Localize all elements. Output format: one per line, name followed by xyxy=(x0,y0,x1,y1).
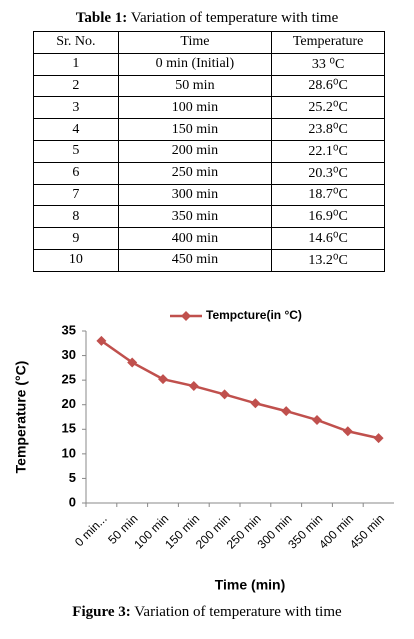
marker xyxy=(158,374,168,385)
table-cell: 28.6⁰C xyxy=(271,74,385,98)
table-row: 5 200 min 22.1⁰C xyxy=(33,139,385,163)
table-row: 6 250 min 20.3⁰C xyxy=(33,161,385,185)
y-tick-label: 5 xyxy=(69,470,76,485)
y-tick-label: 25 xyxy=(62,372,76,387)
table-cell: 25.2⁰C xyxy=(271,96,385,120)
table-cell: 4 xyxy=(33,118,119,141)
table-cell: 5 xyxy=(33,139,119,163)
table-cell: 23.8⁰C xyxy=(271,118,385,141)
data-table: Sr. No. Time Temperature 1 0 min (Initial) 33… xyxy=(33,31,385,272)
header-cell: Time xyxy=(117,31,273,54)
table-cell: 20.3⁰C xyxy=(271,161,385,185)
marker xyxy=(96,335,107,346)
x-tick-label: 450 min xyxy=(347,511,387,551)
table-row: 2 50 min 28.6⁰C xyxy=(33,74,385,98)
table-cell: 9 xyxy=(33,227,119,250)
marker xyxy=(281,406,292,417)
table-title: Table 1: Variation of temperature with t… xyxy=(0,10,414,27)
marker xyxy=(373,433,384,444)
table-row: 4 150 min 23.8⁰C xyxy=(33,118,385,141)
table-cell: 50 min xyxy=(117,74,273,98)
x-axis-title: Time (min) xyxy=(215,577,286,593)
y-tick-label: 0 xyxy=(69,494,76,509)
marker xyxy=(342,426,353,437)
table-cell: 300 min xyxy=(117,183,273,207)
table-cell: 16.9⁰C xyxy=(271,205,385,229)
figure-label: Figure 3: xyxy=(72,604,131,620)
table-cell: 6 xyxy=(33,161,119,185)
marker xyxy=(219,389,230,400)
marker xyxy=(250,398,261,409)
table-row: 7 300 min 18.7⁰C xyxy=(33,183,385,207)
figure-text: Variation of temperature with time xyxy=(134,604,342,620)
legend-label: Tempcture(in °C) xyxy=(206,308,302,322)
x-tick-label: 0 min... xyxy=(72,511,110,549)
header-row: Sr. No. Time Temperature xyxy=(33,31,385,54)
table-cell: 350 min xyxy=(117,205,273,229)
y-tick-label: 10 xyxy=(62,445,76,460)
table-row: 3 100 min 25.2⁰C xyxy=(33,96,385,120)
table-cell: 13.2⁰C xyxy=(271,248,385,272)
y-axis-title: Temperature (°C) xyxy=(13,361,29,474)
table-label: Table 1: xyxy=(75,10,128,26)
y-tick-label: 15 xyxy=(62,421,76,436)
table-row: 8 350 min 16.9⁰C xyxy=(33,205,385,229)
legend-marker xyxy=(181,311,191,321)
table-cell: 150 min xyxy=(117,118,273,141)
table-cell: 2 xyxy=(33,74,119,98)
table-cell: 0 min (Initial) xyxy=(117,52,273,76)
table-cell: 450 min xyxy=(117,248,273,272)
table-cell: 10 xyxy=(33,248,119,272)
marker xyxy=(312,414,322,425)
table-cell: 33 ⁰C xyxy=(271,52,385,76)
marker xyxy=(188,381,199,392)
header-cell: Temperature xyxy=(271,31,385,54)
table-cell: 22.1⁰C xyxy=(271,139,385,163)
series-line xyxy=(100,339,379,440)
table-cell: 8 xyxy=(33,205,119,229)
marker xyxy=(127,357,138,368)
header-cell: Sr. No. xyxy=(33,31,119,54)
table-cell: 14.6⁰C xyxy=(271,227,385,250)
y-tick-label: 35 xyxy=(62,322,76,337)
table-title-text: Variation of temperature with time xyxy=(130,10,339,26)
table-cell: 100 min xyxy=(117,96,273,120)
table-row: 9 400 min 14.6⁰C xyxy=(33,227,385,250)
table-cell: 7 xyxy=(33,183,119,207)
figure-caption: Figure 3: Variation of temperature with … xyxy=(0,604,414,621)
table-cell: 18.7⁰C xyxy=(271,183,385,207)
table-row: 10 450 min 13.2⁰C xyxy=(33,248,385,272)
table-cell: 1 xyxy=(33,52,119,76)
y-tick-label: 30 xyxy=(62,347,76,362)
y-tick-label: 20 xyxy=(62,396,76,411)
table-cell: 3 xyxy=(33,96,119,120)
table-cell: 400 min xyxy=(117,227,273,250)
table-cell: 200 min xyxy=(117,139,273,163)
table-cell: 250 min xyxy=(117,161,273,185)
